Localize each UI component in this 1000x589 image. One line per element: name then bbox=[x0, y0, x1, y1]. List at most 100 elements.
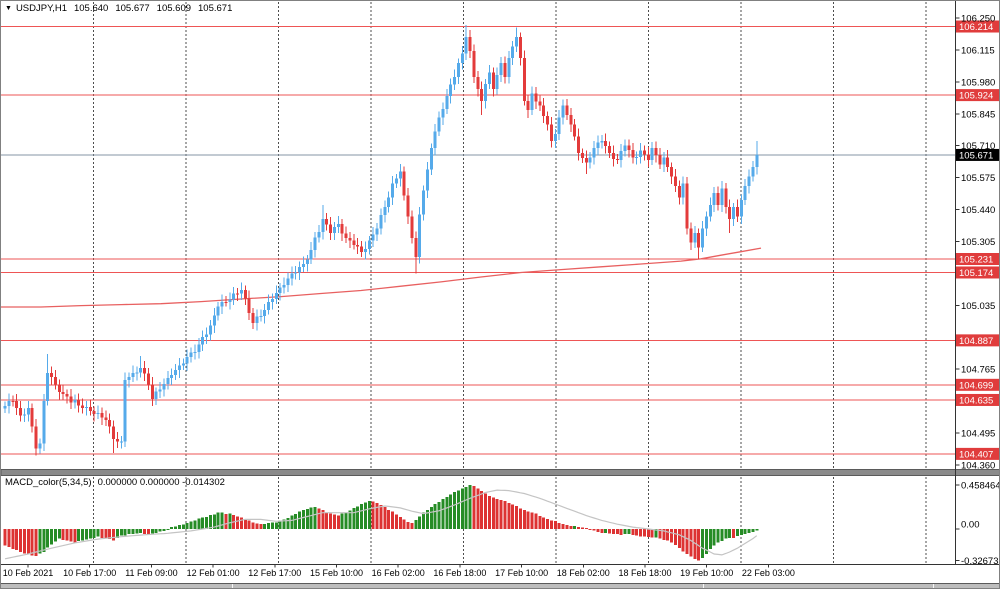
candle bbox=[371, 227, 375, 248]
candle bbox=[487, 64, 491, 89]
macd-histogram-bar bbox=[146, 529, 150, 535]
macd-histogram-bar bbox=[569, 526, 573, 529]
candle bbox=[670, 162, 673, 184]
candle bbox=[26, 400, 30, 422]
candle bbox=[530, 86, 534, 115]
macd-histogram-bar bbox=[73, 529, 77, 543]
macd-histogram-bar bbox=[336, 515, 340, 529]
macd-histogram-bar bbox=[228, 513, 232, 529]
sr-price-label[interactable]: 104.887 bbox=[956, 334, 1000, 347]
candle bbox=[627, 139, 631, 158]
macd-histogram-bar bbox=[11, 529, 15, 550]
candle bbox=[236, 287, 239, 301]
macd-histogram-bar bbox=[608, 529, 611, 534]
macd-histogram-bar bbox=[239, 517, 243, 529]
macd-histogram-bar bbox=[325, 512, 329, 529]
macd-scale-label: 0.00 bbox=[961, 520, 980, 531]
macd-histogram-bar bbox=[511, 504, 515, 529]
candle bbox=[503, 56, 507, 84]
candle bbox=[557, 110, 561, 140]
candle bbox=[166, 370, 170, 390]
macd-histogram-bar bbox=[3, 529, 7, 546]
macd-histogram-bar bbox=[410, 523, 414, 529]
macd-histogram-bar bbox=[476, 488, 480, 529]
sr-price-label[interactable]: 104.699 bbox=[956, 378, 1000, 392]
candle bbox=[189, 347, 193, 363]
sr-price-label[interactable]: 106.214 bbox=[956, 20, 1000, 34]
macd-histogram-bar bbox=[38, 529, 42, 554]
candle bbox=[453, 69, 456, 90]
sr-price-label[interactable]: 104.407 bbox=[956, 447, 1000, 461]
candle bbox=[515, 27, 518, 53]
candle bbox=[751, 161, 755, 182]
price-tick-label: 105.845 bbox=[961, 109, 995, 120]
macd-histogram-bar bbox=[654, 529, 658, 538]
macd-histogram-bar bbox=[19, 529, 22, 553]
svg-text:104.407: 104.407 bbox=[959, 449, 993, 460]
svg-text:104.887: 104.887 bbox=[959, 336, 993, 347]
macd-histogram-bar bbox=[193, 520, 197, 529]
candle bbox=[491, 67, 495, 97]
macd-histogram-bar bbox=[313, 506, 317, 529]
macd-histogram-bar bbox=[584, 528, 588, 530]
candle bbox=[197, 338, 201, 359]
svg-text:105.671: 105.671 bbox=[959, 150, 993, 161]
candle bbox=[546, 111, 549, 131]
candle bbox=[69, 388, 73, 409]
sr-price-label[interactable]: 104.635 bbox=[956, 393, 1000, 407]
macd-histogram-bar bbox=[414, 519, 418, 529]
macd-histogram-bar bbox=[515, 505, 518, 529]
macd-scale-label: -0.32673 bbox=[961, 556, 999, 567]
candles-layer bbox=[3, 25, 759, 456]
candle bbox=[708, 197, 712, 222]
candle bbox=[290, 266, 294, 286]
sr-price-label[interactable]: 105.174 bbox=[956, 266, 1000, 279]
candle bbox=[573, 119, 577, 141]
candle bbox=[600, 135, 604, 149]
candle bbox=[623, 139, 627, 157]
macd-histogram-bar bbox=[270, 522, 274, 529]
candle bbox=[534, 87, 538, 110]
candle bbox=[131, 365, 135, 382]
symbol-dropdown-arrow[interactable]: ▼ bbox=[5, 5, 12, 12]
macd-histogram-bar bbox=[677, 529, 681, 549]
status-bar-separator bbox=[703, 584, 704, 588]
macd-histogram-bar bbox=[305, 508, 309, 529]
candle bbox=[569, 107, 573, 132]
macd-histogram-bar bbox=[88, 529, 92, 539]
candle bbox=[441, 102, 445, 125]
candle bbox=[81, 398, 84, 414]
time-label: 15 Feb 10:00 bbox=[310, 568, 363, 578]
candle bbox=[460, 45, 464, 70]
macd-histogram-bar bbox=[716, 529, 720, 543]
candle bbox=[57, 379, 61, 400]
sr-price-label[interactable]: 105.924 bbox=[956, 89, 1000, 102]
macd-histogram-bar bbox=[162, 529, 166, 531]
candle bbox=[181, 358, 185, 371]
macd-histogram-bar bbox=[588, 529, 592, 530]
macd-histogram-bar bbox=[282, 519, 286, 529]
macd-histogram-bar bbox=[751, 529, 755, 533]
macd-histogram-bar bbox=[755, 529, 759, 531]
candle bbox=[394, 173, 398, 189]
macd-histogram-bar bbox=[491, 497, 495, 529]
candle bbox=[538, 95, 542, 111]
macd-histogram-bar bbox=[298, 511, 301, 529]
panel-separator[interactable] bbox=[1, 469, 1000, 476]
candle bbox=[356, 238, 360, 254]
macd-histogram-bar bbox=[329, 513, 332, 529]
candle bbox=[267, 294, 270, 315]
ohlc-close: 105.671 bbox=[198, 3, 233, 14]
candle bbox=[309, 242, 313, 264]
candle bbox=[592, 141, 596, 165]
candle bbox=[139, 356, 143, 378]
candle bbox=[11, 395, 15, 407]
candle bbox=[170, 368, 174, 386]
candle bbox=[526, 95, 530, 118]
sr-price-label[interactable]: 105.231 bbox=[956, 253, 1000, 266]
macd-histogram-bar bbox=[220, 512, 224, 529]
macd-histogram-bar bbox=[174, 526, 177, 529]
candle bbox=[247, 290, 251, 320]
